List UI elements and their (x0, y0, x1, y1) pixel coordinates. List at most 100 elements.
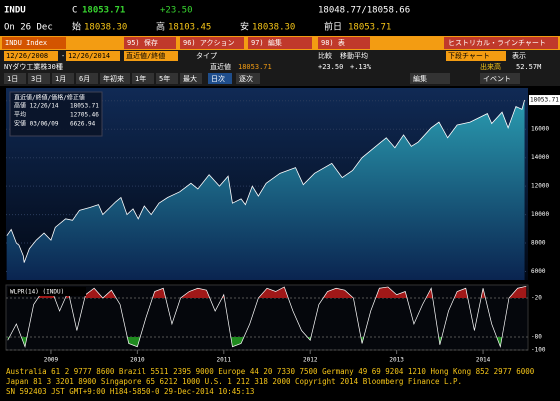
menu-item[interactable]: 96) アクション (183, 39, 235, 47)
menu-item[interactable]: 98) 表 (321, 38, 345, 47)
y-tick-label: 8000 (531, 240, 546, 247)
quote-text: +.13% (350, 63, 372, 71)
button-box[interactable] (132, 73, 154, 84)
button-box[interactable] (28, 73, 50, 84)
y-tick-label: 16000 (531, 126, 549, 133)
header-text: 18053.71 (82, 6, 125, 16)
quote-text: NYダウ工業株30種 (4, 62, 63, 71)
quote-text: +23.50 (318, 63, 343, 71)
legend-box (9, 91, 103, 137)
header-text: On 26 Dec (4, 23, 53, 33)
header-text: 高 (156, 21, 165, 33)
header-text: 始 (72, 21, 81, 33)
tool-button[interactable]: 逐次 (239, 74, 253, 83)
header-text: INDU (4, 6, 26, 16)
start-date[interactable]: 12/26/2008 (6, 52, 48, 60)
header-text: 18038.30 (84, 23, 127, 33)
tool-button[interactable]: イベント (483, 75, 511, 83)
footer-line: SN 592403 JST GMT+9:00 H184-5850-0 29-De… (6, 387, 254, 396)
footer-line: Australia 61 2 9777 8600 Brazil 5511 239… (6, 367, 535, 376)
period-button[interactable]: 1年 (135, 74, 146, 83)
legend-text: 6626.94 (70, 121, 96, 128)
legend-text: 平均 (14, 111, 26, 119)
x-tick-label: 2014 (476, 357, 491, 364)
security-field[interactable]: INDU Index (5, 39, 47, 47)
setting[interactable]: 表示 (512, 51, 526, 60)
button-box[interactable] (248, 37, 312, 49)
y-tick-label: -100 (531, 347, 546, 354)
button-box[interactable] (124, 51, 178, 61)
button-box[interactable] (4, 73, 26, 84)
lower-chart[interactable]: 下段チャート (448, 51, 490, 60)
period-button[interactable]: 3日 (31, 75, 42, 83)
indicator-title: WLPR(14) (INDU) (10, 289, 64, 296)
button-box[interactable] (444, 37, 558, 49)
setting[interactable]: 比較 (318, 51, 332, 60)
x-tick-label: 2011 (217, 357, 232, 364)
x-tick-label: 2009 (44, 357, 59, 364)
button-box[interactable] (180, 73, 202, 84)
page-title: ヒストリカル・ラインチャート (448, 39, 546, 47)
button-box[interactable] (76, 73, 98, 84)
period-button[interactable]: 1月 (55, 75, 66, 83)
last-price-label: 18053.71 (530, 97, 559, 104)
button-box[interactable] (318, 37, 370, 49)
quote-text: 出来高 (480, 62, 501, 71)
header-text: 安 (240, 21, 249, 33)
button-box[interactable] (124, 37, 176, 49)
y-tick-label: -20 (531, 295, 542, 302)
tool-button[interactable]: 編集 (413, 74, 427, 83)
line (7, 285, 527, 349)
header-text: +23.50 (160, 6, 193, 16)
band-fill (7, 337, 527, 347)
setting[interactable]: タイプ (196, 51, 217, 60)
legend-text: 安値 03/06/09 (14, 120, 59, 128)
y-tick-label: 6000 (531, 268, 546, 275)
indicator-title-box (8, 287, 86, 296)
y-tick-label: 14000 (531, 154, 549, 161)
end-date[interactable]: 12/26/2014 (68, 52, 110, 60)
button-box[interactable] (4, 51, 58, 61)
line (6, 99, 525, 263)
period-button[interactable]: 1日 (7, 75, 18, 83)
setting[interactable]: 移動平均 (340, 51, 368, 60)
footer-line: Japan 81 3 3201 8900 Singapore 65 6212 1… (6, 377, 462, 386)
legend-text: 18053.71 (70, 103, 99, 110)
header-text: 18053.71 (348, 23, 391, 33)
period-button[interactable]: 5年 (159, 74, 170, 83)
header-text: 18103.45 (168, 23, 211, 33)
button-box[interactable] (208, 73, 232, 84)
button-box[interactable] (2, 37, 66, 49)
header-text: 18038.30 (252, 23, 295, 33)
last-price-box (529, 95, 560, 106)
button-box[interactable] (236, 73, 260, 84)
menu-item[interactable]: 97) 編集 (251, 38, 282, 47)
legend-text: 12705.46 (70, 112, 99, 119)
button-box[interactable] (156, 73, 178, 84)
button-box[interactable] (410, 73, 450, 84)
button-box[interactable] (52, 73, 74, 84)
x-tick-label: 2012 (303, 357, 318, 364)
quote-text: 52.57M (516, 63, 541, 71)
area (6, 100, 525, 280)
button-box[interactable] (446, 51, 506, 61)
period-button[interactable]: 最大 (183, 74, 197, 83)
button-box[interactable] (66, 51, 120, 61)
menu-item[interactable]: 95) 保存 (127, 38, 158, 47)
period-button[interactable]: 6月 (79, 75, 90, 83)
button-box[interactable] (100, 73, 130, 84)
legend-text: 直近値/終値/価格/修正値 (14, 94, 85, 102)
x-tick-label: 2010 (130, 357, 145, 364)
button-box[interactable] (180, 37, 244, 49)
quote-text: 18053.71 (238, 63, 272, 71)
button-box[interactable] (480, 73, 520, 84)
period-button[interactable]: 年初来 (103, 74, 124, 83)
x-tick-label: 2013 (389, 357, 404, 364)
quote-text: 直近値 (210, 62, 231, 71)
header-text: 前日 (324, 21, 342, 33)
header-text: 18048.77/18058.66 (318, 6, 410, 16)
legend-text: 高値 12/26/14 (14, 102, 59, 110)
field-select[interactable]: 直近値/終値 (126, 51, 165, 60)
tool-button[interactable]: 日次 (211, 74, 225, 83)
